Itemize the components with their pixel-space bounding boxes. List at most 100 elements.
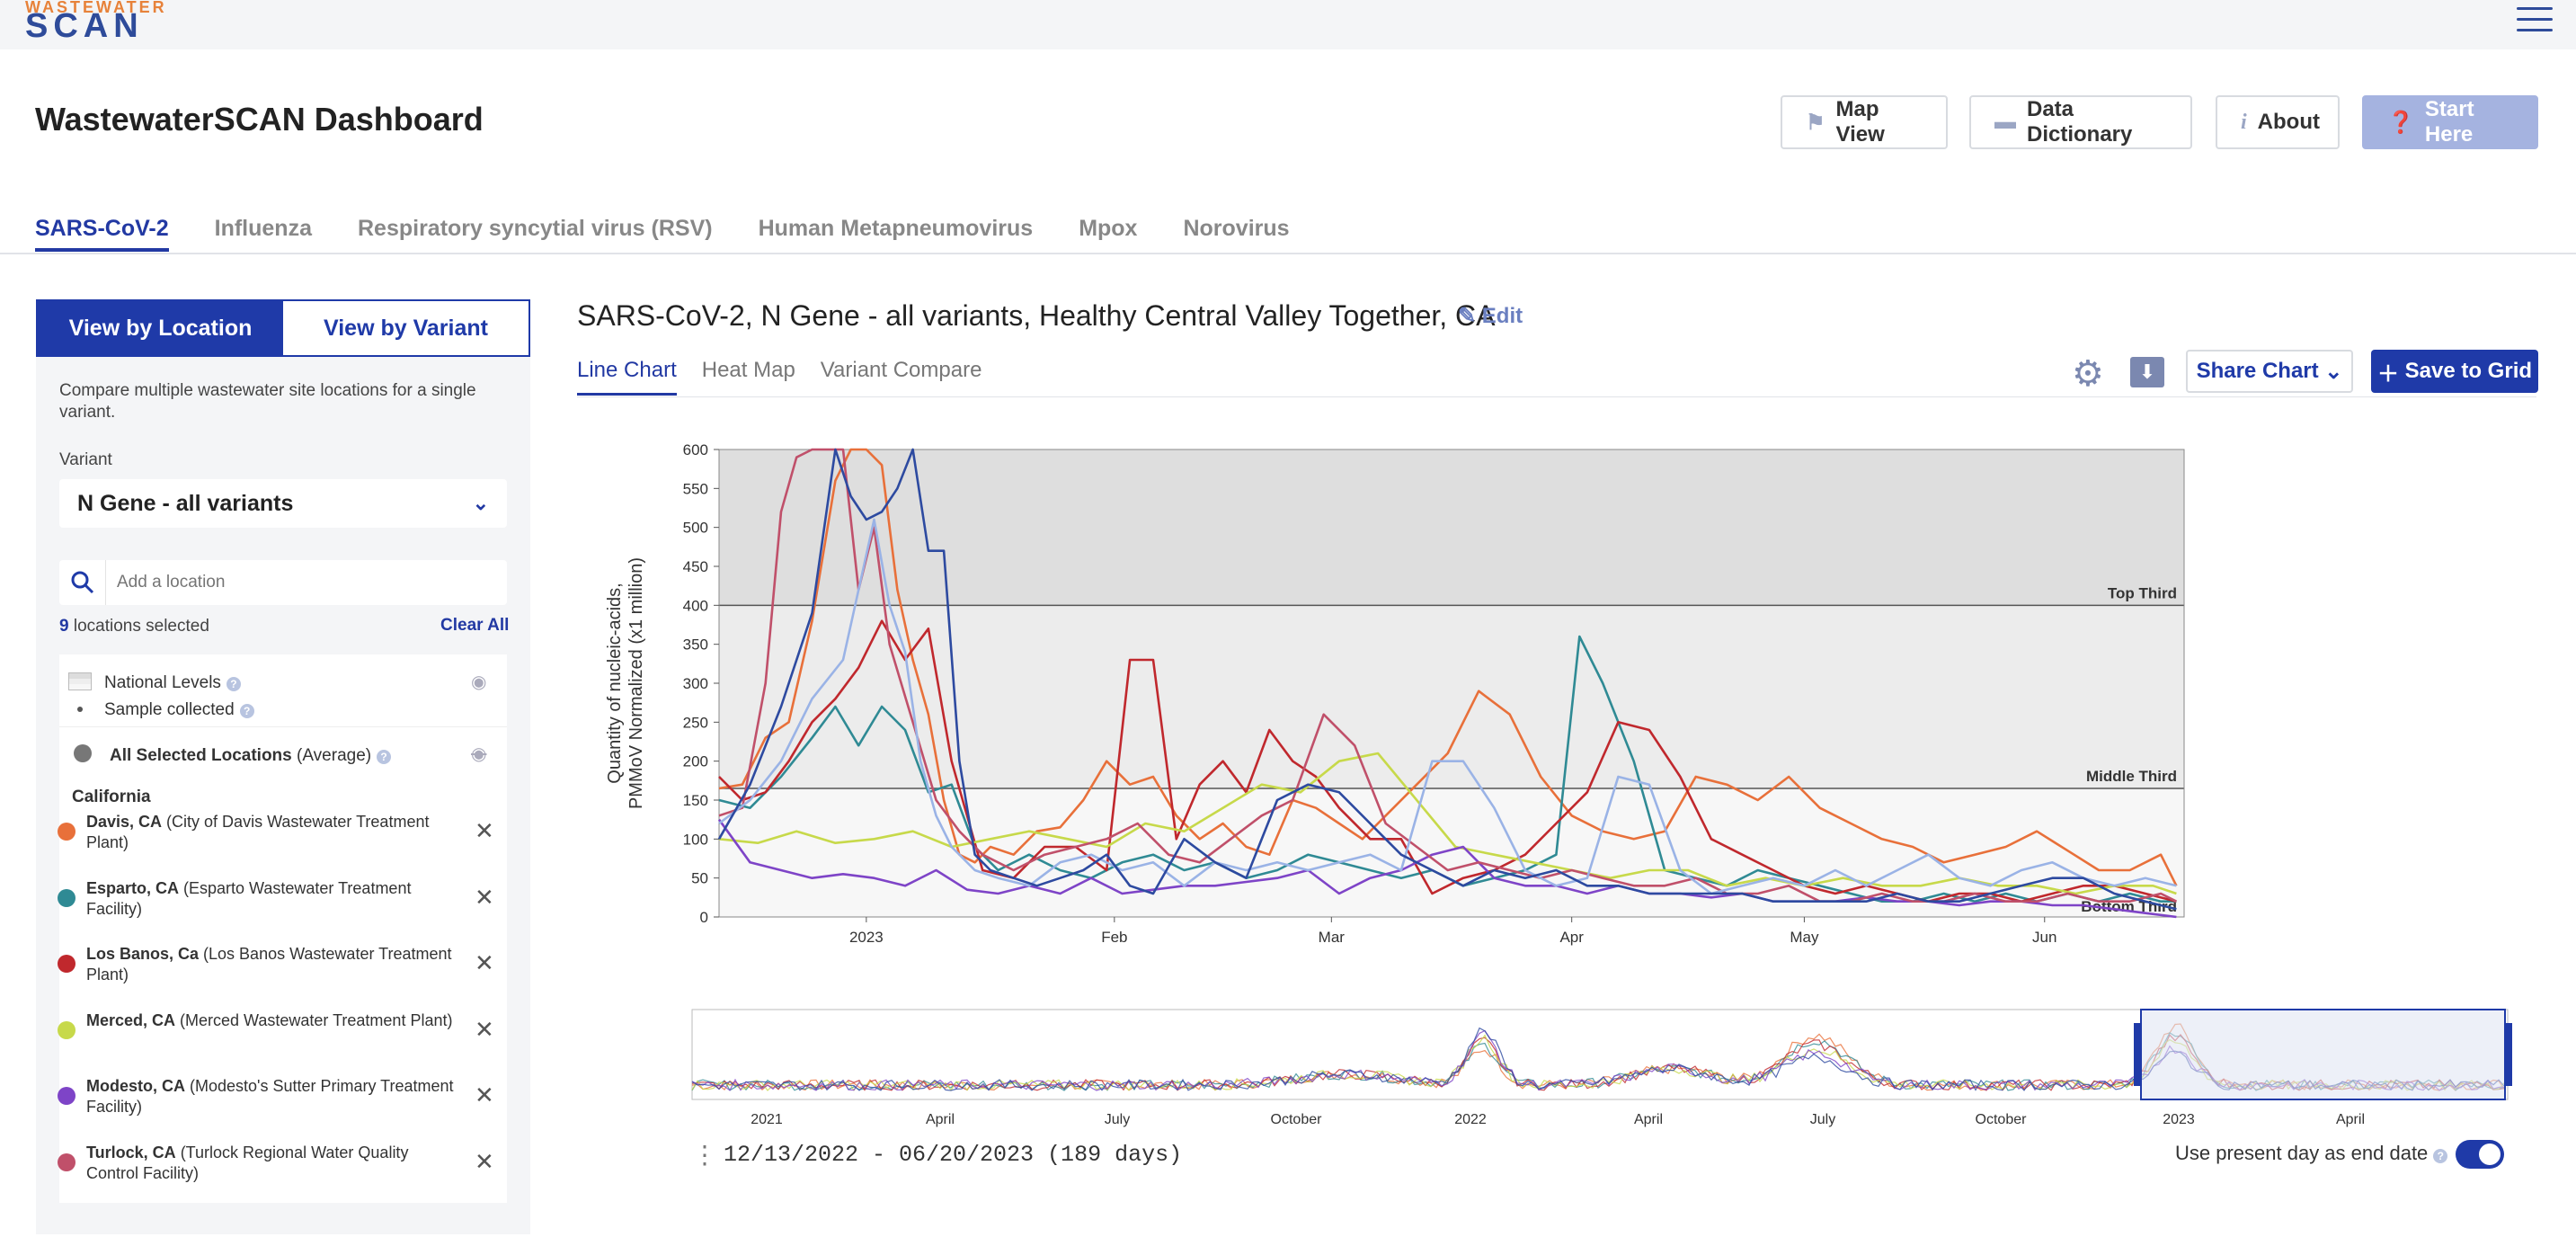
present-day-toggle[interactable] <box>2456 1140 2504 1169</box>
x-tick-label: Mar <box>1319 929 1346 946</box>
data-dictionary-button[interactable]: ▬ Data Dictionary <box>1969 95 2192 149</box>
location-label: Esparto, CA (Esparto Wastewater Treatmen… <box>86 878 455 920</box>
sidebar: View by Location View by Variant Compare… <box>36 299 530 1234</box>
share-chart-button[interactable]: Share Chart ⌄ <box>2186 350 2353 393</box>
national-levels-label: National Levels? <box>104 673 241 693</box>
start-here-label: Start Here <box>2424 97 2474 147</box>
more-options-icon[interactable]: ⋮ <box>692 1141 717 1169</box>
series-line <box>718 448 2178 886</box>
location-item: Davis, CA (City of Davis Wastewater Trea… <box>58 812 507 866</box>
tab-human-metapneumovirus[interactable]: Human Metapneumovirus <box>758 216 1034 241</box>
x-tick-label: Apr <box>1559 929 1584 946</box>
y-tick-label: 450 <box>683 558 708 575</box>
chevron-down-icon: ⌄ <box>2324 359 2343 384</box>
help-icon[interactable]: ? <box>377 750 392 764</box>
logo-top-text: WASTEWATER <box>25 0 167 16</box>
help-icon[interactable]: ? <box>2433 1149 2448 1163</box>
divider <box>59 726 507 727</box>
navigator-left-handle <box>2134 1023 2141 1086</box>
location-item: Los Banos, Ca (Los Banos Wastewater Trea… <box>58 944 507 998</box>
remove-location-icon[interactable]: ✕ <box>475 949 494 976</box>
eye-slash-icon[interactable]: ◉ <box>471 744 487 764</box>
page-title: WastewaterSCAN Dashboard <box>35 101 484 138</box>
sidebar-description: Compare multiple wastewater site locatio… <box>59 381 476 422</box>
location-color-dot <box>58 955 76 973</box>
tab-mpox[interactable]: Mpox <box>1079 216 1138 241</box>
series-line <box>717 448 2177 911</box>
location-plant: (Merced Wastewater Treatment Plant) <box>175 1010 453 1029</box>
location-legend: National Levels? ◉ Sample collected? All… <box>58 654 507 1203</box>
search-icon <box>59 560 106 605</box>
count-label: locations selected <box>68 617 209 636</box>
edit-button[interactable]: ✎ Edit <box>1458 303 1523 329</box>
main-line-chart[interactable]: 0 50 100 150 200 250 300 350 400 450 500 550 600 2023… <box>575 432 2517 971</box>
y-tick-label: 250 <box>683 714 708 731</box>
present-day-label: Use present day as end date? <box>2175 1142 2448 1165</box>
map-view-button[interactable]: ⚑ Map View <box>1781 95 1948 149</box>
eye-icon[interactable]: ◉ <box>471 672 487 692</box>
gear-icon[interactable]: ⚙ <box>2072 354 2104 394</box>
tab-influenza[interactable]: Influenza <box>214 216 312 241</box>
clear-all-button[interactable]: Clear All <box>440 616 510 635</box>
help-icon[interactable]: ? <box>239 704 254 718</box>
location-color-dot <box>58 1152 76 1171</box>
remove-location-icon[interactable]: ✕ <box>475 883 494 911</box>
question-circle-icon: ❓ <box>2387 110 2414 135</box>
remove-location-icon[interactable]: ✕ <box>475 817 494 844</box>
tab-norovirus[interactable]: Norovirus <box>1183 216 1290 241</box>
location-name: Esparto, CA <box>86 878 180 897</box>
navigator-tick-label: April <box>926 1112 955 1127</box>
hamburger-menu-icon[interactable] <box>2517 7 2553 34</box>
virus-tabs: SARS-CoV-2 Influenza Respiratory syncyti… <box>35 216 1336 255</box>
range-navigator-chart[interactable]: 2021 April July October 2022 April July October… <box>683 1005 2526 1131</box>
navigator-tick-label: July <box>1105 1112 1130 1127</box>
y-tick-label: 150 <box>683 792 708 809</box>
tab-heat-map[interactable]: Heat Map <box>701 358 795 382</box>
tab-rsv[interactable]: Respiratory syncytial virus (RSV) <box>357 216 713 241</box>
average-dot <box>74 744 92 762</box>
national-levels-icon <box>68 672 92 690</box>
remove-location-icon[interactable]: ✕ <box>475 1081 494 1108</box>
location-name: Davis, CA <box>86 813 163 831</box>
locations-selected-count: 9 locations selected <box>59 617 209 636</box>
variant-select[interactable]: N Gene - all variants ⌄ <box>59 479 507 528</box>
view-by-location-button[interactable]: View by Location <box>38 301 283 355</box>
y-tick-label: 200 <box>683 753 708 770</box>
location-plant: (Turlock Regional Water Quality Control … <box>86 1143 409 1182</box>
help-icon[interactable]: ? <box>226 677 241 691</box>
x-tick-label: May <box>1790 929 1819 946</box>
map-view-label: Map View <box>1835 97 1885 147</box>
about-button[interactable]: i About <box>2216 95 2340 149</box>
y-tick-label: 550 <box>683 480 708 497</box>
location-color-dot <box>58 823 76 841</box>
navigator-selection <box>2140 1009 2506 1100</box>
wastewaterscan-logo[interactable]: WASTEWATER SCAN <box>25 0 164 45</box>
y-tick-label: 100 <box>683 831 708 848</box>
view-toggle: View by Location View by Variant <box>36 299 530 357</box>
remove-location-icon[interactable]: ✕ <box>475 1015 494 1043</box>
tab-sars-cov-2[interactable]: SARS-CoV-2 <box>35 216 169 252</box>
logo-bottom-text: SCAN <box>25 7 144 45</box>
download-icon[interactable]: ⬇ <box>2130 357 2164 387</box>
navigator-tick-label: 2021 <box>751 1112 783 1127</box>
location-search-input[interactable] <box>106 573 484 592</box>
folder-icon: ▬ <box>1994 110 2016 134</box>
location-plant: (Esparto Wastewater Treatment Facility) <box>86 878 412 918</box>
band-label: Middle Third <box>2086 768 2177 785</box>
remove-location-icon[interactable]: ✕ <box>475 1147 494 1175</box>
navigator-tick-label: April <box>1634 1112 1663 1127</box>
chevron-down-icon: ⌄ <box>472 492 489 514</box>
start-here-button[interactable]: ❓ Start Here <box>2362 95 2538 149</box>
location-name: Los Banos, Ca <box>86 945 200 963</box>
view-by-variant-button[interactable]: View by Variant <box>324 315 488 341</box>
tab-variant-compare[interactable]: Variant Compare <box>820 358 982 382</box>
tab-line-chart[interactable]: Line Chart <box>577 358 677 396</box>
chart-title: SARS-CoV-2, N Gene - all variants, Healt… <box>577 299 1496 332</box>
navigator-tick-label: July <box>1810 1112 1835 1127</box>
save-to-grid-button[interactable]: ＋ Save to Grid <box>2371 350 2538 393</box>
chart-tab-divider <box>577 396 2536 397</box>
location-search[interactable] <box>59 560 507 605</box>
map-pin-icon: ⚑ <box>1806 110 1825 135</box>
x-tick-label: Jun <box>2032 929 2056 946</box>
y-tick-label: 0 <box>700 909 708 926</box>
